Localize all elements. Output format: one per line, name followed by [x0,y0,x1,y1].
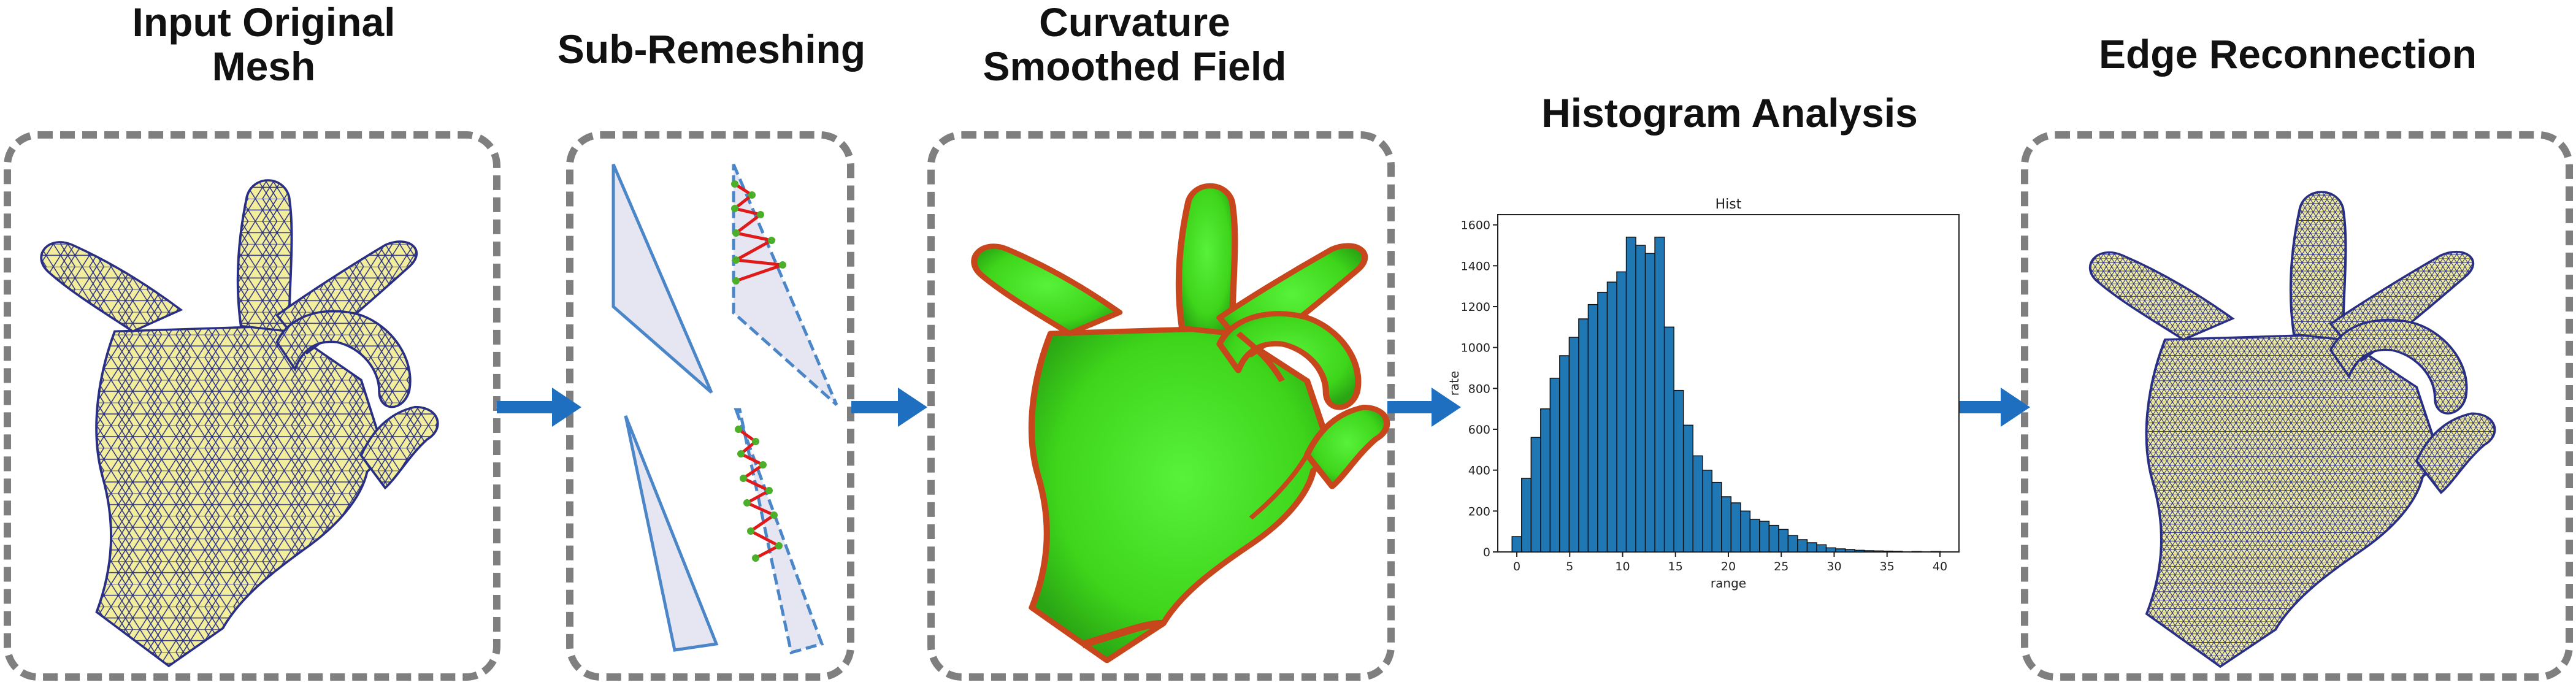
histogram-bar [1616,271,1627,553]
histogram-bar [1835,548,1846,553]
y-tick-label: 0 [1483,546,1490,559]
stage-title-line: Smoothed Field [983,44,1287,89]
histogram-bar [1540,408,1551,553]
histogram-bar [1644,253,1655,553]
histogram-title: Hist [1715,197,1742,212]
stage-title-line: Curvature [1039,0,1230,45]
histogram-bar [1521,478,1532,553]
sub-remeshing-triangles [611,164,838,655]
histogram-bar [1635,245,1646,553]
histogram-bar [1778,529,1789,553]
y-tick-label: 1200 [1461,300,1490,314]
x-tick-label: 20 [1721,560,1736,573]
x-tick-label: 35 [1880,560,1895,573]
arrow-3-icon [1387,388,1461,427]
stage-title-input-mesh: Input Original Mesh [86,0,442,88]
arrow-1-icon [497,388,581,427]
histogram-bar [1787,535,1798,553]
x-tick-label: 0 [1513,560,1520,573]
histogram-bar [1597,291,1608,553]
x-tick-label: 5 [1566,560,1573,573]
stage-title-edge-reconnection: Edge Reconnection [2067,32,2509,76]
x-tick-label: 10 [1615,560,1630,573]
refined-triangle-top [732,164,838,406]
y-tick-label: 200 [1468,505,1490,518]
histogram-bar [1663,326,1674,553]
histogram-bar [1797,539,1808,553]
histogram-bar [1701,469,1713,553]
histogram-bar [1578,318,1589,553]
stage-title-curvature: Curvature Smoothed Field [945,0,1325,88]
fine-mesh-hand [2088,191,2496,668]
histogram-bar [1730,502,1741,553]
histogram-bar [1816,544,1827,553]
y-tick-label: 1400 [1461,259,1490,273]
histogram-bar [1568,337,1579,553]
histogram-bar [1768,524,1779,553]
arrow-2-icon [851,388,927,427]
histogram-bar [1930,551,1941,553]
refine-vertices-bottom [735,426,783,562]
histogram-bar [1692,455,1703,553]
histogram-bar [1530,437,1541,553]
x-tick-label: 30 [1827,560,1841,573]
histogram-bar [1511,536,1522,553]
histogram-bar [1740,510,1751,553]
histogram-bar [1806,542,1817,553]
histogram-bar [1911,551,1922,553]
histogram-bar [1854,549,1865,553]
stage-title-line: Input Original [132,0,396,45]
histogram-chart: Hist range rate 0 5 10 15 20 25 30 35 4002004006… [1447,197,1960,591]
x-tick-label: 15 [1668,560,1683,573]
histogram-xlabel: range [1711,576,1746,591]
stage-title-line: Mesh [212,44,316,89]
histogram-bar [1882,550,1893,553]
histogram-bar [1682,424,1693,553]
original-triangle-top [611,164,713,394]
histogram-bar [1606,281,1617,553]
histogram-bar [1711,481,1722,553]
histogram-bar [1759,521,1770,553]
y-tick-label: 600 [1468,423,1490,437]
histogram-bar [1625,236,1636,553]
histogram-bar [1587,304,1598,553]
histogram-bar [1873,550,1884,553]
x-tick-label: 25 [1774,560,1788,573]
y-tick-label: 400 [1468,464,1490,478]
x-tick-label: 40 [1933,560,1947,573]
histogram-ylabel: rate [1447,371,1462,396]
histogram-bar [1844,549,1855,553]
original-triangle-bottom [624,415,719,652]
stage-title-sub-remeshing: Sub-Remeshing [521,27,902,71]
stage-title-line: Histogram Analysis [1541,90,1918,136]
stage-title-line: Edge Reconnection [2098,31,2477,77]
histogram-bar [1654,236,1665,553]
histogram-bar [1749,518,1760,553]
histogram-bar [1863,550,1874,553]
stage-title-line: Sub-Remeshing [557,26,866,72]
panel-curvature-field [927,131,1395,681]
refine-vertices-top [731,180,786,285]
curvature-field-hand [974,186,1387,660]
histogram-bar [1825,547,1836,553]
y-tick-label: 800 [1468,382,1490,396]
histogram-bar [1721,496,1732,553]
arrow-4-icon [1957,388,2030,427]
panel-edge-reconnection [2021,131,2573,681]
y-tick-label: 1600 [1461,219,1490,232]
stage-title-histogram: Histogram Analysis [1490,91,1969,135]
histogram-bar [1559,355,1570,553]
histogram-bar [1549,377,1560,553]
histogram-bar [1892,551,1903,553]
y-tick-label: 1000 [1461,342,1490,355]
coarse-mesh-hand [40,179,439,667]
histogram-bar [1673,389,1684,553]
